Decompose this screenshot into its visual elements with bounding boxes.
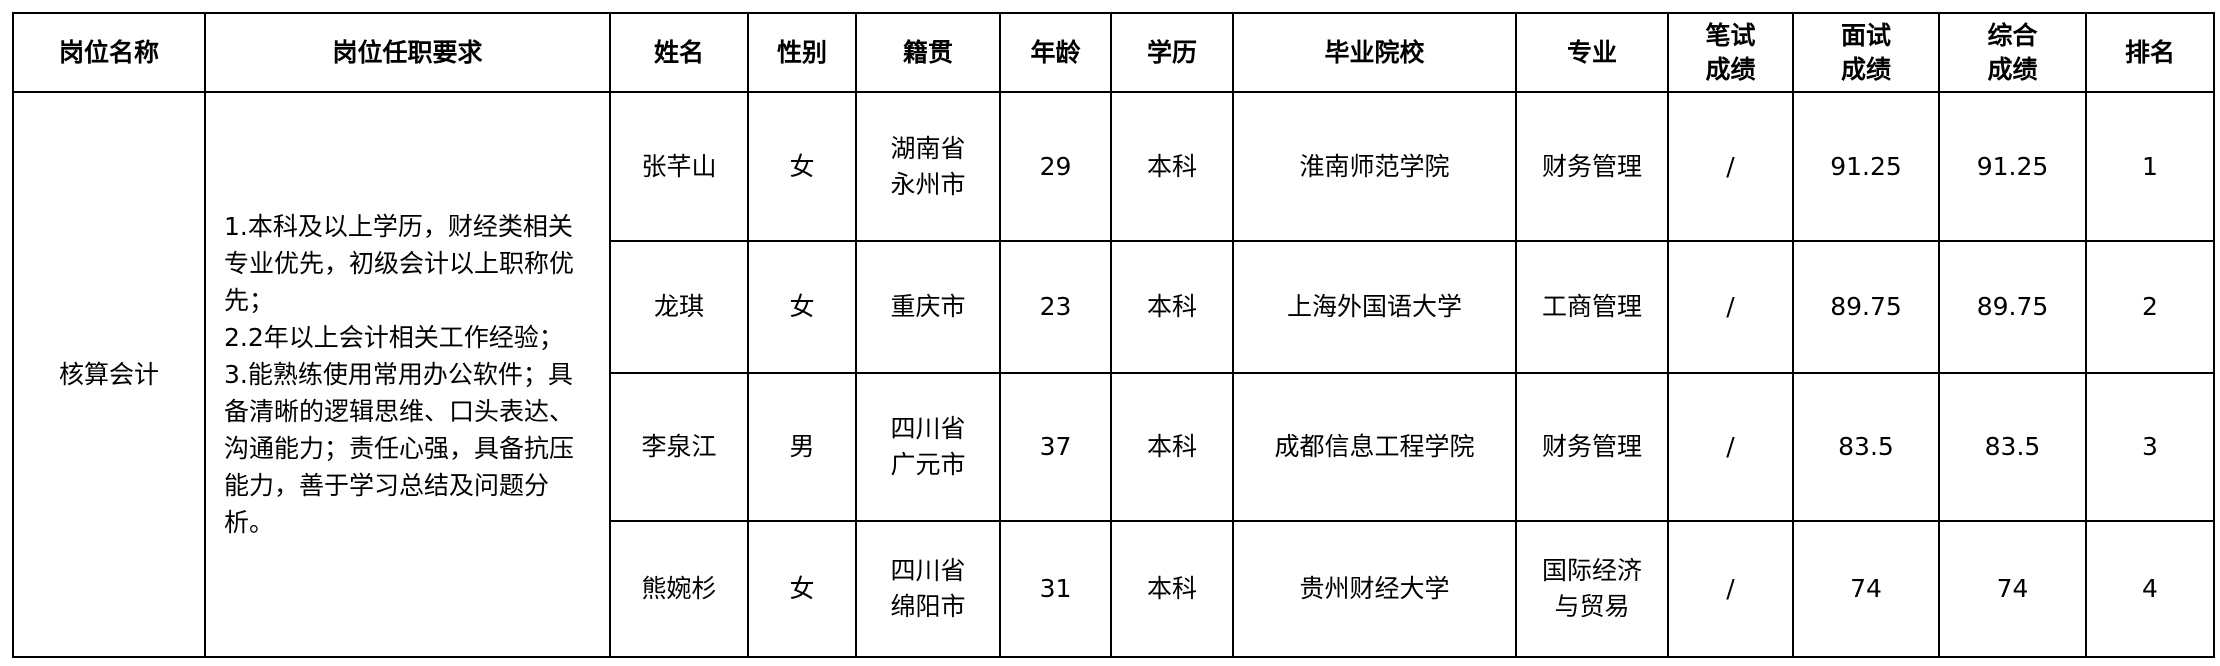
- requirement-item: 3.能熟练使用常用办公软件；具备清晰的逻辑思维、口头表达、沟通能力；责任心强，具…: [224, 360, 575, 537]
- origin-cell: 湖南省 永州市: [855, 91, 1001, 242]
- major-line: 工商管理: [1541, 292, 1642, 321]
- origin-line: 四川省: [890, 414, 966, 443]
- requirements-cell: 1.本科及以上学历，财经类相关专业优先，初级会计以上职称优先； 2.2年以上会计相…: [204, 91, 611, 658]
- requirement-item: 2.2年以上会计相关工作经验；: [224, 323, 564, 352]
- column-header: 姓名: [609, 12, 749, 93]
- header-row: 岗位名称 岗位任职要求 姓名 性别 籍贯 年龄 学历 毕业院校 专业 笔试 成绩 面试 成绩 综合 成绩 排名: [12, 12, 2215, 93]
- major-line: 与贸易: [1554, 592, 1630, 621]
- education-cell: 本科: [1110, 91, 1234, 242]
- rank-cell: 1: [2085, 91, 2215, 242]
- major-line: 财务管理: [1541, 432, 1642, 461]
- rank-cell: 3: [2085, 372, 2215, 522]
- origin-cell: 四川省 广元市: [855, 372, 1001, 522]
- major-line: 财务管理: [1541, 151, 1642, 181]
- age-cell: 29: [999, 91, 1112, 242]
- origin-line: 绵阳市: [890, 592, 966, 621]
- written-cell: /: [1667, 372, 1794, 522]
- written-cell: /: [1667, 520, 1794, 658]
- gender-cell: 女: [747, 240, 857, 374]
- table-row: 李泉江男四川省 广元市 37 本科 成都信息工程学院 财务管理/83.5 83.5 3: [13, 372, 2215, 522]
- column-header-line: 笔试: [1705, 20, 1756, 50]
- school-cell: 贵州财经大学: [1232, 520, 1517, 658]
- column-header: 专业: [1515, 12, 1669, 93]
- column-header: 毕业院校: [1232, 12, 1517, 93]
- interview-cell: 91.25: [1792, 91, 1940, 242]
- gender-cell: 男: [747, 372, 857, 522]
- major-cell: 国际经济 与贸易: [1515, 520, 1669, 658]
- origin-line: 重庆市: [890, 292, 966, 321]
- column-header: 岗位名称: [12, 12, 206, 93]
- results-table: 岗位名称 岗位任职要求 姓名 性别 籍贯 年龄 学历 毕业院校 专业 笔试 成绩 面试 成绩 综合 成绩 排名…: [12, 12, 2215, 658]
- origin-cell: 四川省 绵阳市: [855, 520, 1001, 658]
- column-header: 排名: [2085, 12, 2215, 93]
- age-cell: 23: [999, 240, 1112, 374]
- column-header-line: 成绩: [1987, 54, 2038, 84]
- column-header: 性别: [747, 12, 857, 93]
- column-header-line: 综合: [1987, 20, 2038, 50]
- interview-cell: 83.5: [1792, 372, 1940, 522]
- column-header-line: 成绩: [1840, 54, 1891, 84]
- major-line: 国际经济: [1541, 556, 1642, 585]
- table-row: 核算会计 1.本科及以上学历，财经类相关专业优先，初级会计以上职称优先； 2.2年以…: [12, 91, 2215, 658]
- name-cell: 李泉江: [609, 372, 749, 522]
- total-cell: 74: [1938, 520, 2087, 658]
- major-cell: 财务管理: [1515, 91, 1669, 242]
- gender-cell: 女: [747, 91, 857, 242]
- total-cell: 83.5: [1938, 372, 2087, 522]
- table-row: 龙琪女重庆市 23 本科 上海外国语大学 工商管理/89.75 89.75 2: [13, 240, 2215, 374]
- school-cell: 淮南师范学院: [1232, 91, 1517, 242]
- major-cell: 工商管理: [1515, 240, 1669, 374]
- column-header: 年龄: [999, 12, 1112, 93]
- major-cell: 财务管理: [1515, 372, 1669, 522]
- name-cell: 张芊山: [609, 91, 749, 242]
- written-cell: /: [1667, 91, 1794, 242]
- column-header: 学历: [1110, 12, 1234, 93]
- rank-cell: 4: [2085, 520, 2215, 658]
- origin-line: 广元市: [890, 450, 966, 479]
- age-cell: 31: [999, 520, 1112, 658]
- total-cell: 89.75: [1938, 240, 2087, 374]
- school-cell: 上海外国语大学: [1232, 240, 1517, 374]
- table-row: 熊婉杉女四川省 绵阳市 31 本科 贵州财经大学 国际经济 与贸易/74 74 4: [13, 520, 2215, 658]
- education-cell: 本科: [1110, 372, 1234, 522]
- education-cell: 本科: [1110, 240, 1234, 374]
- rank-cell: 2: [2085, 240, 2215, 374]
- column-header: 综合 成绩: [1938, 12, 2087, 93]
- origin-line: 四川省: [890, 556, 966, 585]
- column-header-line: 成绩: [1705, 54, 1756, 84]
- column-header: 岗位任职要求: [204, 12, 611, 93]
- name-cell: 龙琪: [609, 240, 749, 374]
- column-header: 笔试 成绩: [1667, 12, 1794, 93]
- column-header-line: 面试: [1840, 20, 1891, 50]
- origin-line: 永州市: [890, 169, 966, 199]
- interview-cell: 89.75: [1792, 240, 1940, 374]
- name-cell: 熊婉杉: [609, 520, 749, 658]
- position-cell: 核算会计: [12, 91, 206, 658]
- requirement-item: 1.本科及以上学历，财经类相关专业优先，初级会计以上职称优先；: [224, 212, 575, 315]
- education-cell: 本科: [1110, 520, 1234, 658]
- origin-line: 湖南省: [890, 133, 966, 163]
- age-cell: 37: [999, 372, 1112, 522]
- interview-cell: 74: [1792, 520, 1940, 658]
- column-header: 籍贯: [855, 12, 1001, 93]
- total-cell: 91.25: [1938, 91, 2087, 242]
- gender-cell: 女: [747, 520, 857, 658]
- origin-cell: 重庆市: [855, 240, 1001, 374]
- written-cell: /: [1667, 240, 1794, 374]
- column-header: 面试 成绩: [1792, 12, 1940, 93]
- school-cell: 成都信息工程学院: [1232, 372, 1517, 522]
